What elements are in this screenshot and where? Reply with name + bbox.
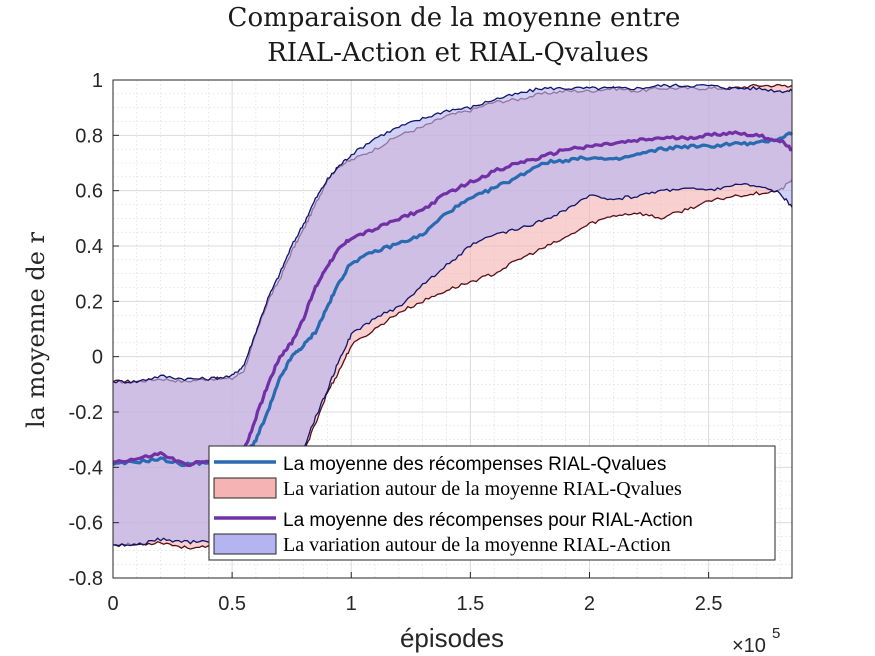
y-tick-label: 0.8 bbox=[75, 125, 103, 147]
x-axis-exponent-power: 5 bbox=[772, 625, 780, 642]
y-tick-label: 0.6 bbox=[75, 181, 103, 203]
y-axis-ticks: -0.8 -0.6 -0.4 -0.2 0 0.2 0.4 0.6 0.8 1 bbox=[69, 70, 119, 590]
x-tick-label: 0 bbox=[107, 593, 118, 615]
x-tick-label: 2 bbox=[584, 593, 595, 615]
legend-label-action-band: La variation autour de la moyenne RIAL-A… bbox=[283, 534, 671, 556]
legend-swatch-action-band bbox=[213, 533, 277, 555]
plot-frame bbox=[112, 79, 793, 579]
x-tick-label: 1.5 bbox=[456, 593, 484, 615]
legend: La moyenne des récompenses RIAL-Qvalues … bbox=[208, 445, 776, 561]
y-tick-label: 0.2 bbox=[75, 291, 103, 313]
band-upper-edge-action bbox=[112, 83, 793, 384]
legend-label-action-mean: La moyenne des récompenses pour RIAL-Act… bbox=[283, 510, 693, 531]
x-tick-label: 2.5 bbox=[695, 593, 723, 615]
y-tick-label: -0.6 bbox=[69, 513, 103, 535]
legend-box bbox=[208, 445, 776, 561]
legend-label-qvalues-mean: La moyenne des récompenses RIAL-Qvalues bbox=[283, 454, 666, 475]
x-axis-exponent: ×10 5 bbox=[732, 625, 780, 656]
y-tick-label: -0.4 bbox=[69, 457, 103, 479]
chart-title-line-1: Comparaison de la moyenne entre bbox=[228, 3, 681, 33]
y-axis-label: la moyenne de r bbox=[22, 231, 50, 428]
y-tick-label: -0.2 bbox=[69, 402, 103, 424]
legend-label-qvalues-band: La variation autour de la moyenne RIAL-Q… bbox=[283, 478, 682, 500]
y-tick-label: 1 bbox=[92, 70, 103, 92]
x-tick-label: 0.5 bbox=[218, 593, 246, 615]
y-tick-label: 0.4 bbox=[75, 236, 103, 258]
y-tick-label: 0 bbox=[92, 347, 103, 369]
legend-swatch-qvalues-band bbox=[213, 477, 277, 499]
x-axis-exponent-base: ×10 bbox=[732, 635, 766, 656]
x-axis-ticks: 0 0.5 1 1.5 2 2.5 bbox=[107, 572, 723, 615]
band-fill-action bbox=[113, 84, 792, 547]
x-tick-label: 1 bbox=[346, 593, 357, 615]
x-axis-label: épisodes bbox=[400, 623, 504, 653]
plot-area: 0 0.5 1 1.5 2 2.5 -0.8 -0.6 -0.4 -0.2 0 0.2 0.4 0.6 0… bbox=[69, 70, 794, 615]
chart-title-line-2: RIAL-Action et RIAL-Qvalues bbox=[267, 38, 649, 68]
y-tick-label: -0.8 bbox=[69, 568, 103, 590]
